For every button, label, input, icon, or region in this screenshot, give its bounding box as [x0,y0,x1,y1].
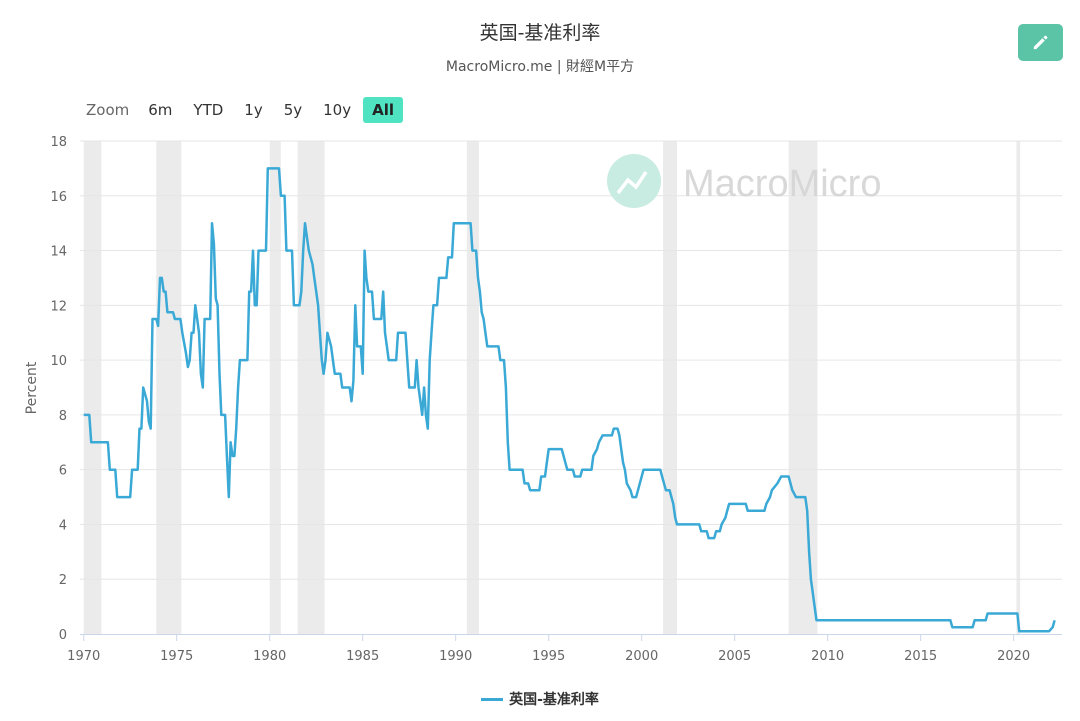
y-tick-label-10: 10 [50,354,67,369]
recession-band-5 [663,141,678,634]
range-button-10y[interactable]: 10y [323,101,352,119]
series-line [83,167,1056,633]
y-tick-label-16: 16 [50,190,67,205]
watermark: MacroMicro [607,154,881,208]
legend[interactable]: 英国-基准利率 [0,689,1080,709]
legend-label: 英国-基准利率 [509,692,599,708]
x-tick-label-1990: 1990 [439,649,472,664]
x-tick-label-1970: 1970 [67,649,100,664]
y-tick-label-14: 14 [50,245,67,260]
y-tick-label-6: 6 [59,464,67,479]
y-tick-label-8: 8 [59,409,67,424]
recession-band-0 [83,141,102,634]
range-button-6m[interactable]: 6m [148,101,173,119]
watermark-logo-chart-icon [616,171,648,195]
y-tick-label-0: 0 [59,628,67,643]
x-tick-label-2005: 2005 [718,649,751,664]
range-button-ytd[interactable]: YTD [193,101,224,119]
x-tick-label-1975: 1975 [160,649,193,664]
x-tick-label-1995: 1995 [532,649,565,664]
watermark-text: MacroMicro [683,163,881,205]
x-tick-label-1985: 1985 [346,649,379,664]
recession-band-2 [269,141,281,634]
chart-subtitle: MacroMicro.me | 財經M平方 [445,59,635,75]
x-tick-label-2020: 2020 [997,649,1030,664]
range-selector: Zoom 6m YTD 1y 5y 10y All [86,96,406,124]
edit-button[interactable] [1018,24,1063,61]
x-tick-label-1980: 1980 [253,649,286,664]
recession-band-6 [788,141,818,634]
y-axis-tick-labels: 0 2 4 6 8 10 12 14 16 18 [50,135,67,643]
range-button-all[interactable]: All [363,97,404,123]
x-tick-label-2010: 2010 [811,649,844,664]
x-axis-tick-labels: 1970 1975 1980 1985 1990 1995 2000 2005 2010 2015… [67,634,1030,664]
recession-band-1 [156,141,182,634]
recession-bands [83,141,1021,634]
y-tick-label-2: 2 [59,573,67,588]
x-tick-label-2000: 2000 [625,649,658,664]
recession-band-4 [466,141,479,634]
recession-band-3 [297,141,325,634]
y-tick-label-4: 4 [59,518,67,533]
pencil-icon [1033,35,1048,50]
legend-swatch [481,697,504,701]
y-tick-label-18: 18 [50,135,67,150]
range-button-5y[interactable]: 5y [283,101,303,119]
chart-grid [80,140,1062,580]
zoom-label: Zoom [86,101,130,119]
y-tick-label-12: 12 [50,299,67,314]
chart-title: 英国-基准利率 [479,22,601,44]
range-button-1y[interactable]: 1y [244,101,263,119]
x-tick-label-2015: 2015 [904,649,937,664]
watermark-logo-icon [607,154,661,208]
y-axis-label: Percent [24,361,40,414]
recession-band-7 [1016,141,1021,634]
